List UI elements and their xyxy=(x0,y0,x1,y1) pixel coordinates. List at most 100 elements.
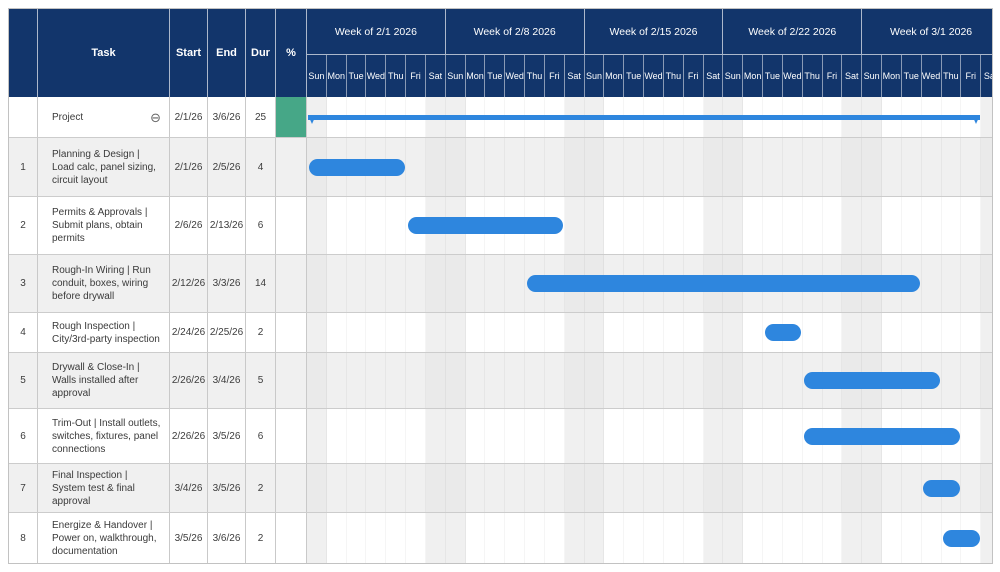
day-column xyxy=(406,353,426,408)
percent-cell xyxy=(276,97,307,137)
task-bar[interactable] xyxy=(804,372,941,389)
weekend-column xyxy=(723,513,744,563)
day-column xyxy=(347,353,367,408)
week-header-row: Week of 2/1 2026 Week of 2/8 2026 Week of … xyxy=(307,9,992,55)
day-column xyxy=(763,513,783,563)
day-column xyxy=(406,313,426,352)
task-bar[interactable] xyxy=(804,427,960,445)
task-bar[interactable] xyxy=(407,217,564,234)
row-number-cell: 2 xyxy=(9,197,38,254)
weekend-column xyxy=(981,353,992,408)
weekend-column xyxy=(564,353,585,408)
percent-cell xyxy=(276,255,307,312)
day-column xyxy=(823,313,843,352)
task-label: Trim-Out | Install outlets, switches, fi… xyxy=(52,417,161,455)
day-column xyxy=(961,464,982,512)
day-header-cell: Mon xyxy=(327,55,347,97)
day-column xyxy=(922,138,942,196)
table-row: 1 Planning & Design | Load calc, panel si… xyxy=(9,138,992,197)
day-column xyxy=(763,464,783,512)
day-column xyxy=(505,353,526,408)
percent-cell xyxy=(276,513,307,563)
day-header-cell: Fri xyxy=(545,55,565,97)
day-header-cell: Tue xyxy=(624,55,645,97)
day-header-cell: Fri xyxy=(823,55,843,97)
day-column xyxy=(386,197,407,254)
task-cell: Energize & Handover | Power on, walkthro… xyxy=(38,513,170,563)
day-header-cell: Sat xyxy=(426,55,446,97)
day-column xyxy=(604,353,625,408)
task-bar[interactable] xyxy=(526,275,921,292)
day-header-cell: Thu xyxy=(664,55,684,97)
day-column xyxy=(366,313,387,352)
day-column xyxy=(684,138,704,196)
duration-cell: 2 xyxy=(246,464,276,512)
day-header-cell: Sat xyxy=(981,55,992,97)
day-column xyxy=(942,313,962,352)
weekend-column xyxy=(425,409,446,463)
day-header-cell: Wed xyxy=(783,55,803,97)
collapse-icon[interactable]: ⊖ xyxy=(150,109,161,125)
day-column xyxy=(684,513,704,563)
day-column xyxy=(961,97,982,137)
start-date-cell: 2/26/26 xyxy=(170,409,208,463)
day-column xyxy=(545,513,565,563)
day-column xyxy=(664,513,684,563)
day-column xyxy=(783,464,803,512)
weekend-column xyxy=(703,513,724,563)
task-bar[interactable] xyxy=(308,158,405,176)
day-column xyxy=(327,513,347,563)
task-label: Rough Inspection | City/3rd-party inspec… xyxy=(52,320,160,345)
day-header-cell: Thu xyxy=(525,55,545,97)
end-date-cell: 3/3/26 xyxy=(208,255,246,312)
table-row: 4 Rough Inspection | City/3rd-party inspe… xyxy=(9,313,992,353)
task-cell: Drywall & Close-In | Walls installed aft… xyxy=(38,353,170,408)
day-column xyxy=(525,353,545,408)
day-column xyxy=(604,409,625,463)
day-column xyxy=(922,513,942,563)
day-column xyxy=(624,409,645,463)
day-column xyxy=(327,409,347,463)
day-column xyxy=(961,409,982,463)
day-column xyxy=(347,313,367,352)
day-column xyxy=(386,313,407,352)
day-column xyxy=(327,353,347,408)
weekend-column xyxy=(425,138,446,196)
task-bar[interactable] xyxy=(943,529,980,547)
day-column xyxy=(366,197,387,254)
day-column xyxy=(763,409,783,463)
weekend-column xyxy=(307,255,327,312)
day-column xyxy=(882,138,902,196)
day-column xyxy=(545,409,565,463)
day-column xyxy=(922,255,942,312)
week-header-cell: Week of 2/1 2026 xyxy=(307,9,446,54)
column-header-task: Task xyxy=(38,9,170,97)
day-column xyxy=(525,513,545,563)
day-column xyxy=(882,197,902,254)
weekend-column xyxy=(862,513,883,563)
day-column xyxy=(466,513,486,563)
weekend-column xyxy=(703,353,724,408)
summary-bar[interactable] xyxy=(308,115,981,120)
day-column xyxy=(366,513,387,563)
weekend-column xyxy=(842,513,863,563)
day-column xyxy=(743,138,764,196)
gantt-row xyxy=(307,313,992,352)
day-column xyxy=(386,409,407,463)
day-column xyxy=(961,255,982,312)
day-header-cell: Sun xyxy=(862,55,883,97)
weekend-column xyxy=(981,138,992,196)
task-bar[interactable] xyxy=(923,479,960,497)
day-column xyxy=(624,353,645,408)
day-column xyxy=(664,409,684,463)
day-header-cell: Mon xyxy=(743,55,764,97)
duration-cell: 14 xyxy=(246,255,276,312)
day-column xyxy=(743,353,764,408)
weekend-column xyxy=(445,138,466,196)
day-column xyxy=(902,255,922,312)
end-date-cell: 2/25/26 xyxy=(208,313,246,352)
day-column xyxy=(882,464,902,512)
day-header-row: Sun Mon Tue Wed Thu Fri Sat Sun Mon Tue Wed Thu Fri S… xyxy=(307,55,992,97)
weekend-column xyxy=(564,409,585,463)
task-bar[interactable] xyxy=(764,324,802,341)
